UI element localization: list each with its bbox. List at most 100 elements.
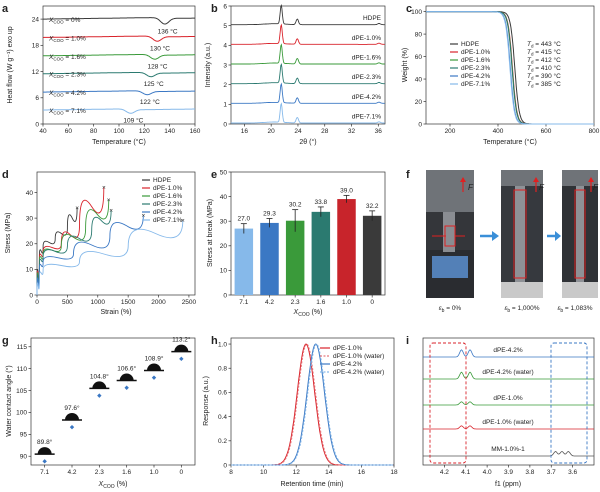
panel-c-yticks: 0 20 40 60 80 100: [411, 9, 426, 128]
bar-2.3: [285, 220, 305, 295]
panel-e-xtick-label: 7.1: [239, 299, 248, 306]
panel-d-xlabel: Strain (%): [100, 309, 131, 316]
nmr-spectrum-label: MM-1.0%-1: [491, 446, 525, 453]
photo-2-gauge-box: [513, 189, 527, 279]
contact-angle-label: 108.9°: [145, 354, 164, 362]
panel-e-xtick-label: 1.6: [316, 299, 325, 306]
dsc-label-sub: COO: [53, 93, 64, 98]
dsc-series-label: XCOO = 7.1%: [48, 108, 86, 116]
ss-break-marker: ×: [102, 184, 106, 191]
panel-h-legend: dPE-1.0%dPE-1.0% (water)dPE-4.2%dPE-4.2%…: [320, 345, 384, 376]
dsc-melt-label: 128 °C: [147, 63, 167, 71]
panel-g-ytick-label: 90: [20, 454, 28, 461]
panel-i-xlabel: f1 (ppm): [495, 481, 521, 488]
tga-legend-label: HDPE: [461, 41, 480, 48]
panel-e-xlabel: XCOO (%): [293, 309, 323, 318]
tga-legend-label: dPE-4.2%: [461, 73, 490, 80]
dsc-label-eq: = 0%: [64, 17, 81, 24]
photo-2-force-arrowhead: [533, 177, 539, 182]
ss-curve-5: [36, 220, 184, 296]
bar-value-label: 33.8: [315, 199, 328, 206]
contact-angle-label: 89.8°: [37, 438, 53, 446]
contact-angle-point: [69, 424, 75, 430]
nmr-spectrum-label: dPE-1.0%: [493, 395, 522, 402]
panel-d-ytick-label: 20: [26, 241, 34, 248]
panel-g-ytick-label: 110: [17, 366, 28, 373]
caption-2-eps: ε: [557, 305, 560, 312]
xrd-curve-3: [231, 63, 385, 85]
photo-strain-0: F: [426, 170, 474, 298]
panel-label-i: i: [406, 335, 409, 347]
panel-label-a: a: [2, 3, 9, 15]
dsc-label-x: X: [48, 108, 54, 115]
bar-0: [362, 215, 382, 295]
ss-legend-label: dPE-1.6%: [153, 193, 182, 200]
panel-b-ytick-label: 2: [223, 82, 227, 89]
panel-e-ytick-label: 10: [220, 268, 228, 275]
panel-c-ytick-label: 60: [415, 54, 423, 61]
gpc-curve-2: [231, 343, 394, 466]
panel-a-ylabel: Heat flow (W g⁻¹) exo up: [7, 26, 14, 103]
photo-2-upper-clamp: [501, 170, 543, 186]
water-droplet: [147, 363, 161, 371]
panel-i-xtick-label: 3.9: [504, 469, 513, 476]
tga-legend-label: dPE-7.1%: [461, 81, 490, 88]
dsc-curve-4: [43, 90, 195, 96]
tga-td-value: = 415 °C: [534, 48, 562, 56]
contact-angle-point: [42, 459, 47, 464]
panel-label-h: h: [211, 335, 218, 347]
panel-h-ytick-label: 0.8: [218, 366, 227, 373]
panel-g-xtick-label: 0: [180, 469, 184, 476]
dsc-label-eq: = 2.3%: [64, 72, 86, 79]
panel-d-xtick-label: 500: [62, 299, 73, 306]
gpc-legend-label: dPE-1.0%: [333, 345, 362, 352]
panel-a-xtick-label: 80: [90, 128, 98, 135]
panel-i-blue-highlight-box: [550, 342, 588, 464]
dsc-label-x: X: [48, 17, 54, 24]
xrd-curve-0: [231, 4, 385, 26]
panel-g-ytick-label: 105: [16, 388, 27, 395]
dsc-label-sub: COO: [53, 38, 64, 43]
xrd-series-label: HDPE: [363, 15, 382, 22]
tga-td-value: = 385 °C: [534, 80, 562, 88]
nmr-spectrum-1: [423, 371, 594, 380]
dsc-label-sub: COO: [53, 56, 64, 61]
ss-legend-label: dPE-1.0%: [153, 185, 182, 192]
panel-i-red-highlight-box: [429, 342, 467, 464]
tga-td-label: Td = 415 °C: [527, 48, 561, 57]
panel-g-xtick-label: 1.6: [122, 469, 131, 476]
nmr-spectrum-0: [423, 349, 594, 358]
panel-d-xtick-label: 1500: [121, 299, 136, 306]
tga-td-value: = 443 °C: [534, 40, 562, 48]
panel-e-ytick-label: 40: [220, 194, 228, 201]
tga-td-symbol: T: [527, 57, 532, 64]
caption-1-sub: b: [507, 308, 510, 314]
panel-g-xtick-label: 1.0: [149, 469, 158, 476]
panel-c-xtick-label: 600: [541, 128, 552, 135]
ss-curve-4: [36, 215, 144, 296]
panel-c-xtick-label: 200: [445, 128, 456, 135]
panel-a-xtick-label: 100: [114, 128, 125, 135]
water-droplet: [174, 344, 189, 352]
panel-i-xtick-label: 3.6: [568, 469, 577, 476]
xrd-curve-1: [231, 23, 385, 45]
panel-e-bars: 27.0 7.1 29.3 4.2 30.2 2.3 33.8 1.6 39.0 1.0 32.2 0: [234, 187, 382, 306]
panel-b-xtick-label: 28: [321, 128, 329, 135]
panel-h-ytick-label: 1.0: [218, 341, 227, 348]
caption-2-value: = 1,083%: [563, 305, 593, 312]
panel-g-ytick-label: 95: [20, 432, 28, 439]
panel-a-xtick-label: 60: [65, 128, 73, 135]
panel-a-yticks: 0 6 12 18 24: [32, 16, 43, 128]
dsc-melt-label: 109 °C: [123, 116, 143, 124]
panel-e-frame: [230, 171, 386, 296]
contact-angle-point: [179, 356, 184, 362]
panel-g-xlabel: XCOO (%): [98, 481, 128, 490]
caption-0-sub: b: [442, 308, 445, 314]
photo-2-force-label: F: [539, 183, 545, 192]
panel-b-xticks: 16 20 24 28 32 36: [241, 124, 382, 135]
panel-e-yticks: 0 10 20 30 40 50: [220, 169, 231, 299]
panel-b-labels: HDPE dPE-1.0% dPE-1.6% dPE-2.3% dPE-4.2% dPE-…: [352, 15, 382, 120]
panel-d-legend: HDPEdPE-1.0%dPE-1.6%dPE-2.3%dPE-4.2%dPE-…: [142, 177, 182, 224]
tga-td-label: Td = 390 °C: [527, 72, 561, 81]
